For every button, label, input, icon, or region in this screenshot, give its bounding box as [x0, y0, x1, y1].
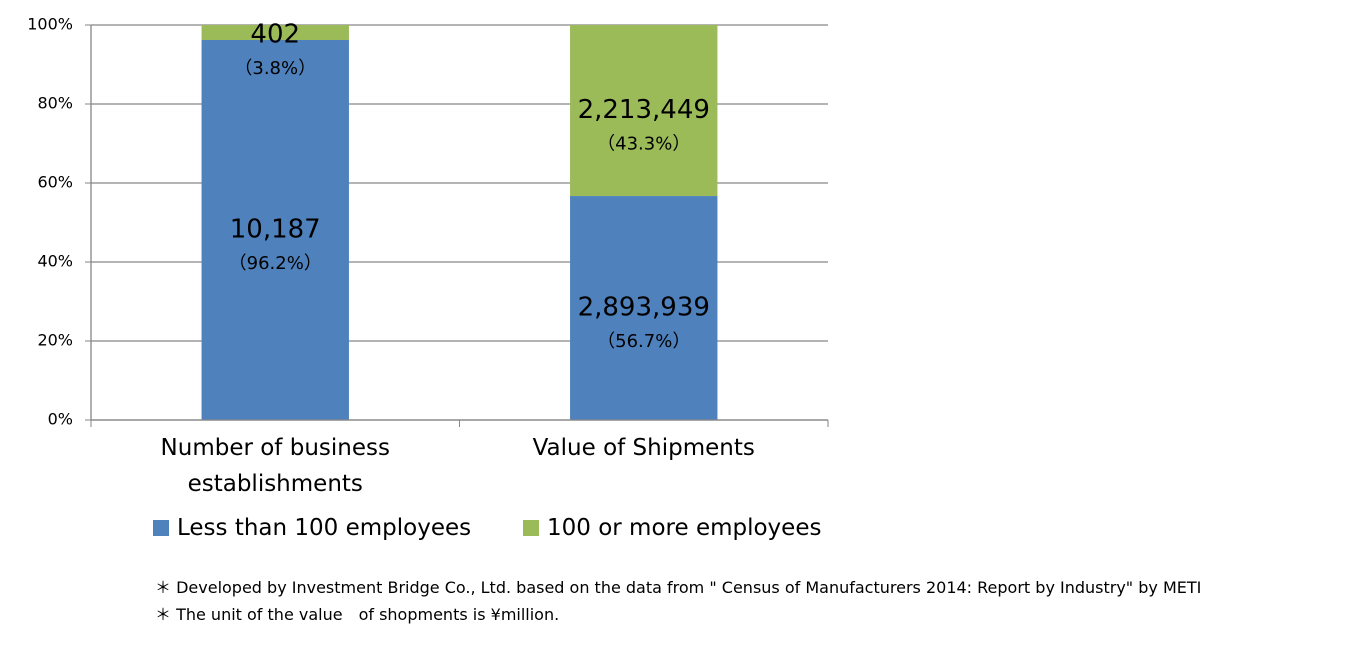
- bar-segment: [201, 25, 349, 41]
- legend-item: 100 or more employees: [523, 515, 821, 541]
- bar-segment: [201, 40, 349, 420]
- y-tick-label: 100%: [27, 15, 73, 34]
- legend-swatch: [523, 520, 539, 536]
- y-tick-label: 60%: [37, 173, 73, 192]
- x-tick-label: Number of business establishments: [160, 435, 390, 497]
- bar-segment: [570, 196, 718, 420]
- footnote: ＊ The unit of the value of shopments is …: [155, 605, 560, 624]
- legend-label: Less than 100 employees: [177, 515, 472, 541]
- value-label: （3.8%）: [234, 58, 316, 79]
- legend-swatch: [153, 520, 169, 536]
- legend-label: 100 or more employees: [547, 515, 822, 541]
- legend-item: Less than 100 employees: [153, 515, 471, 541]
- footnote: ＊ Developed by Investment Bridge Co., Lt…: [155, 578, 1202, 597]
- value-label: （43.3%）: [597, 134, 690, 155]
- y-tick-label: 20%: [37, 331, 73, 350]
- count-label: 10,187: [230, 215, 321, 245]
- count-label: 2,893,939: [578, 293, 710, 323]
- y-tick-label: 0%: [48, 410, 73, 429]
- value-label: （56.7%）: [597, 331, 690, 352]
- value-label: （96.2%）: [229, 253, 322, 274]
- y-tick-label: 80%: [37, 94, 73, 113]
- y-tick-label: 40%: [37, 252, 73, 271]
- count-label: 2,213,449: [578, 95, 710, 125]
- x-tick-label: Value of Shipments: [532, 435, 755, 461]
- bar-segment: [570, 25, 718, 197]
- count-label: 402: [250, 20, 300, 50]
